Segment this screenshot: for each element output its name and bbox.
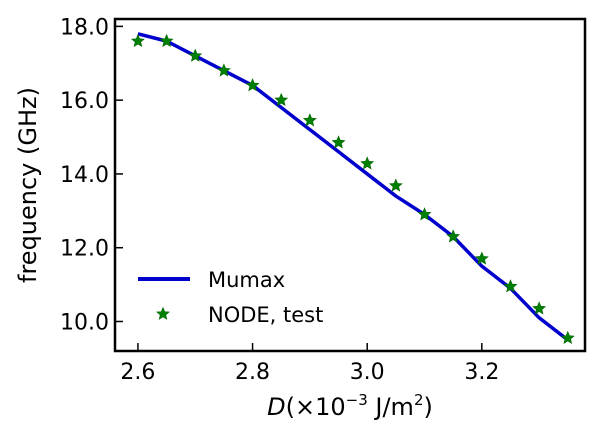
x-tick-label: 3.0 xyxy=(350,360,385,385)
x-axis-label-prefix: (×10 xyxy=(286,393,346,421)
legend-swatch-node-test xyxy=(156,306,170,320)
legend-label-mumax: Mumax xyxy=(208,268,285,292)
data-point-node-test xyxy=(188,48,203,62)
x-axis-label-suffix: ) xyxy=(423,393,432,421)
x-axis-label-exponent: −3 xyxy=(346,391,368,409)
data-point-node-test xyxy=(245,78,260,92)
x-axis-label-unit-exponent: 2 xyxy=(414,391,424,409)
data-point-node-test xyxy=(532,301,547,315)
data-point-node-test xyxy=(417,207,432,221)
y-axis-label: frequency (GHz) xyxy=(14,87,42,283)
data-point-node-test xyxy=(274,92,289,107)
x-axis-label: D(×10−3 J/m2) xyxy=(267,391,433,421)
data-point-node-test xyxy=(503,279,518,293)
data-point-node-test xyxy=(331,135,346,149)
data-point-node-test xyxy=(560,330,575,344)
plot-frame xyxy=(113,17,587,353)
series-line-mumax xyxy=(137,32,569,342)
legend: Mumax NODE, test xyxy=(138,268,323,327)
data-point-node-test xyxy=(360,156,375,170)
y-tick-label: 14.0 xyxy=(60,163,109,188)
data-point-node-test xyxy=(302,113,317,127)
data-point-node-test xyxy=(216,63,231,77)
y-tick-label: 12.0 xyxy=(60,237,109,262)
x-tick-label: 2.6 xyxy=(120,360,155,385)
y-tick-label: 18.0 xyxy=(60,15,109,40)
y-tick-label: 10.0 xyxy=(60,310,109,335)
ticks-layer: 2.6 2.8 3.0 3.2 10.0 12.0 14.0 16.0 18.0 xyxy=(60,15,499,385)
data-point-node-test xyxy=(388,178,403,192)
x-tick-label: 2.8 xyxy=(235,360,270,385)
data-point-node-test xyxy=(130,33,145,48)
x-axis-label-unit: J/m xyxy=(368,393,414,421)
legend-label-node-test: NODE, test xyxy=(208,303,323,327)
data-point-node-test xyxy=(474,251,489,265)
series-layer xyxy=(130,32,575,344)
x-axis-label-symbol: D xyxy=(267,393,285,421)
y-tick-label: 16.0 xyxy=(60,89,109,114)
data-point-node-test xyxy=(446,229,461,243)
x-tick-label: 3.2 xyxy=(464,360,499,385)
data-point-node-test xyxy=(159,33,174,48)
